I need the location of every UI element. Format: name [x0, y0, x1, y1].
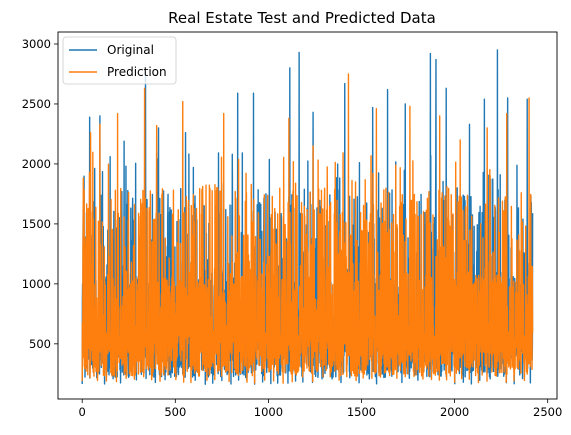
legend: Original Prediction	[62, 36, 177, 85]
series-layer	[81, 49, 534, 385]
plot-frame	[57, 31, 558, 400]
x-tick-label: 1000	[254, 405, 283, 419]
legend-label: Original	[107, 43, 154, 57]
y-tick-label: 1500	[22, 217, 51, 231]
series-line-prediction	[81, 73, 534, 384]
y-tick-label: 2500	[22, 97, 51, 111]
y-axis: 500 1000 1500 2000 2500 3000	[22, 37, 58, 351]
x-axis: 0 500 1000 1500 2000 2500	[79, 399, 562, 419]
chart-title: Real Estate Test and Predicted Data	[168, 9, 436, 27]
x-tick-label: 500	[164, 405, 186, 419]
y-tick-label: 2000	[22, 157, 51, 171]
x-tick-label: 0	[79, 405, 86, 419]
x-tick-label: 2500	[533, 405, 562, 419]
x-tick-label: 1500	[347, 405, 376, 419]
y-tick-label: 500	[29, 337, 51, 351]
y-tick-label: 1000	[22, 277, 51, 291]
x-tick-label: 2000	[440, 405, 469, 419]
y-tick-label: 3000	[22, 37, 51, 51]
legend-label: Prediction	[107, 65, 167, 79]
